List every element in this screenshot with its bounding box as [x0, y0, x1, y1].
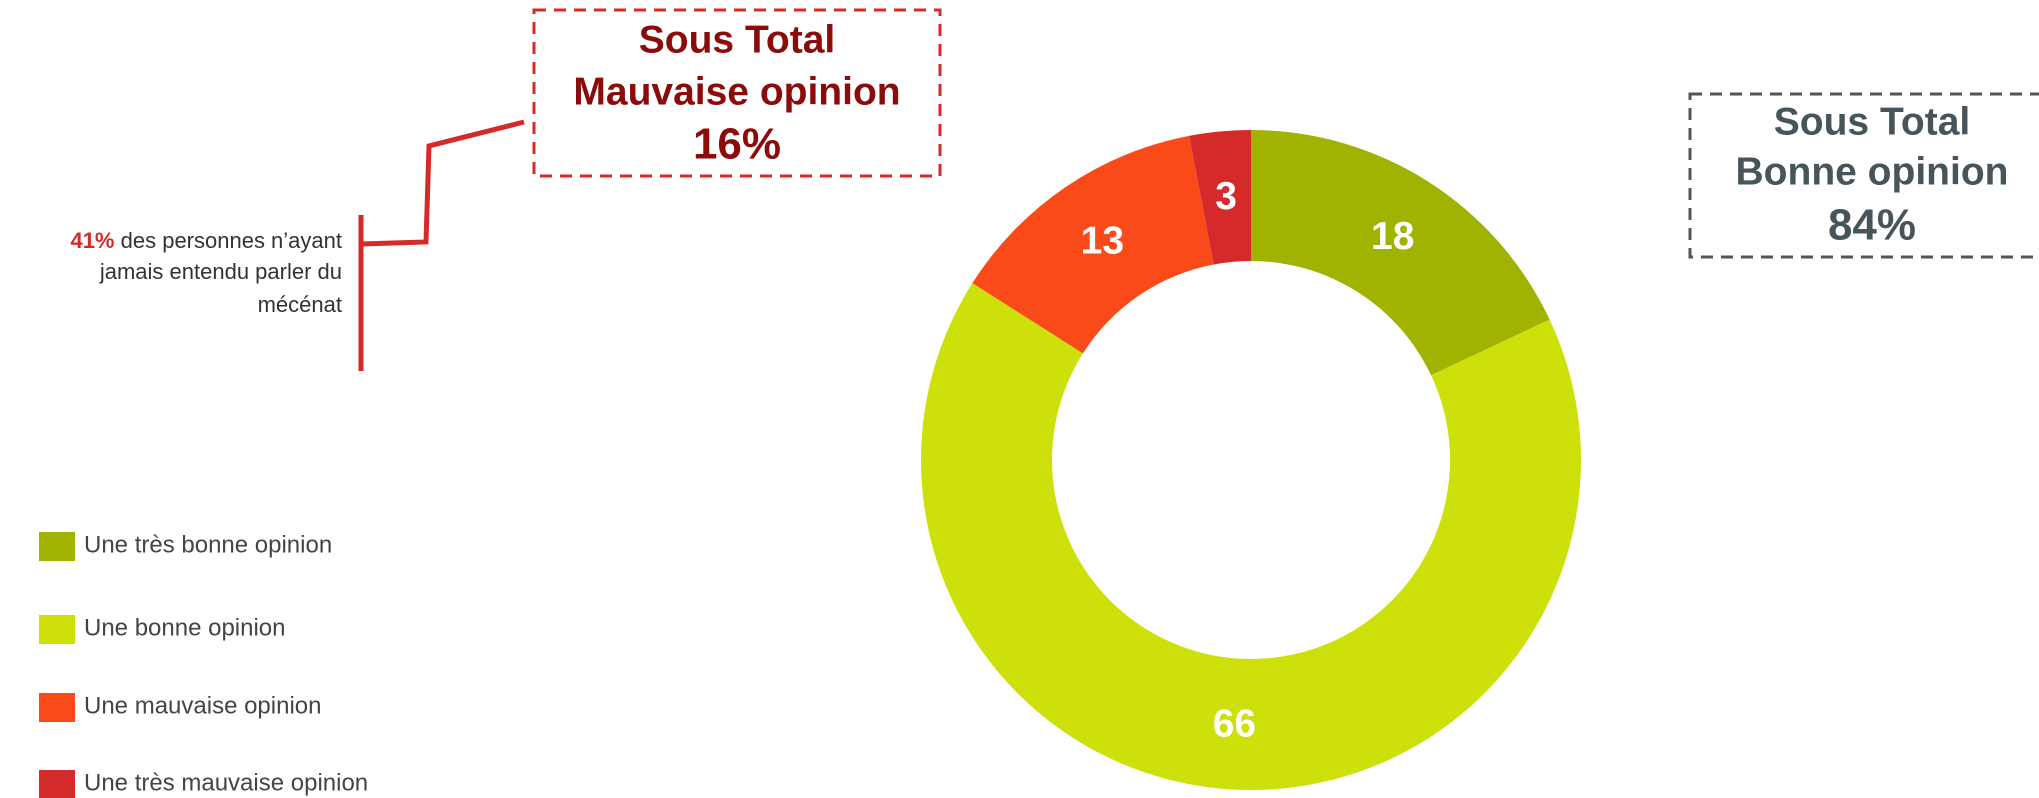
- annotation-text: 16%: [693, 120, 781, 169]
- legend-label: Une très mauvaise opinion: [84, 769, 368, 796]
- data-label: 13: [1081, 220, 1124, 263]
- note-line: jamais entendu parler du: [99, 259, 342, 284]
- annotation-text: 84%: [1828, 201, 1916, 250]
- legend-swatch: [39, 532, 75, 561]
- legend-swatch: [39, 770, 75, 798]
- pie-slice: [920, 283, 1581, 791]
- annotation-text: Mauvaise opinion: [573, 70, 900, 113]
- annotation-text: Sous Total: [639, 18, 835, 61]
- data-label: 66: [1213, 702, 1256, 745]
- legend-swatch: [39, 693, 75, 722]
- annotation-text: Sous Total: [1774, 100, 1970, 143]
- data-label: 3: [1215, 175, 1237, 218]
- note-highlight: 41%: [70, 228, 114, 253]
- legend-swatch: [39, 615, 75, 644]
- pie-slice: [1251, 130, 1550, 376]
- connector: [360, 119, 525, 247]
- annotation-text: Bonne opinion: [1736, 150, 2009, 193]
- legend-label: Une bonne opinion: [84, 614, 286, 641]
- data-label: 18: [1371, 215, 1414, 258]
- pie-slice: [1189, 130, 1251, 265]
- note-line: des personnes n’ayant: [121, 228, 342, 253]
- legend-label: Une très bonne opinion: [84, 531, 332, 558]
- pie-slice: [972, 135, 1214, 354]
- annotation-box: [1688, 92, 2039, 259]
- annotation-box: [532, 8, 942, 178]
- legend-label: Une mauvaise opinion: [84, 692, 321, 719]
- note: 41% des personnes n’ayant: [70, 228, 342, 253]
- note-line: mécénat: [258, 292, 342, 317]
